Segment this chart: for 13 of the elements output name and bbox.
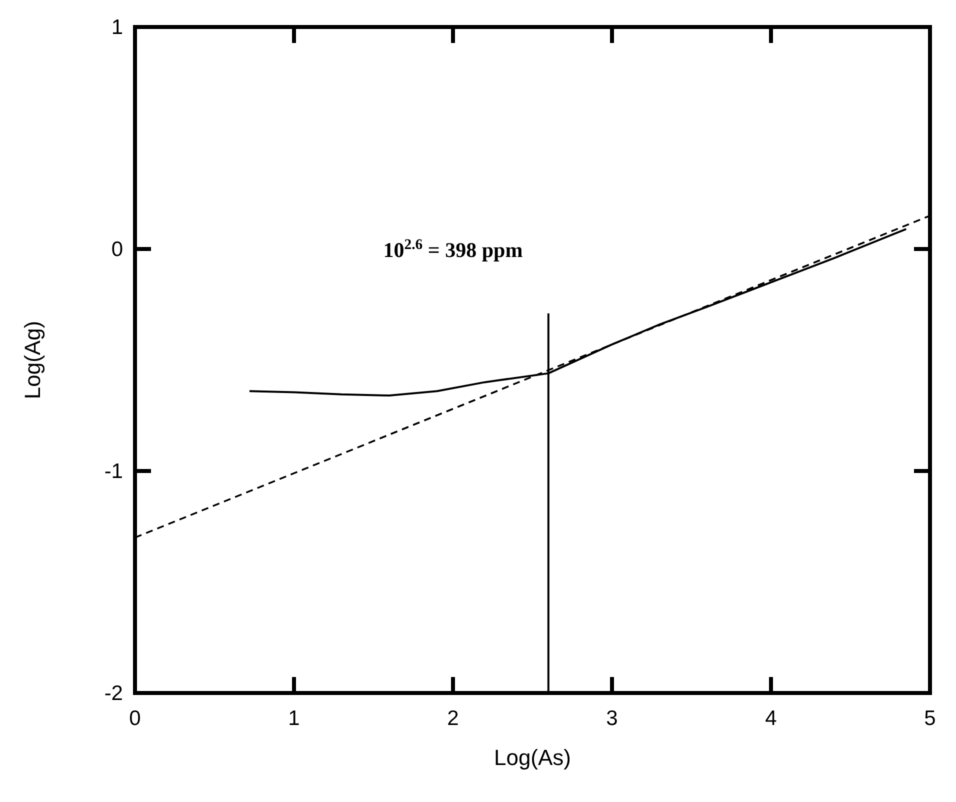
x-tick-label: 0	[129, 707, 141, 730]
x-tick-label: 2	[447, 707, 459, 730]
y-tick-label: -1	[104, 460, 123, 483]
y-tick-label: 1	[111, 16, 123, 39]
x-axis-title: Log(As)	[494, 745, 572, 770]
y-axis-title: Log(Ag)	[20, 320, 45, 400]
x-tick-label: 4	[765, 707, 778, 730]
y-tick-label: 0	[111, 238, 123, 261]
x-tick-label: 5	[924, 707, 936, 730]
annotation: 10$^{2.6}$ = 398 ppm	[383, 236, 524, 262]
y-tick-label: -2	[104, 682, 123, 705]
x-tick-label: 3	[606, 707, 618, 730]
x-tick-label: 1	[288, 707, 300, 730]
